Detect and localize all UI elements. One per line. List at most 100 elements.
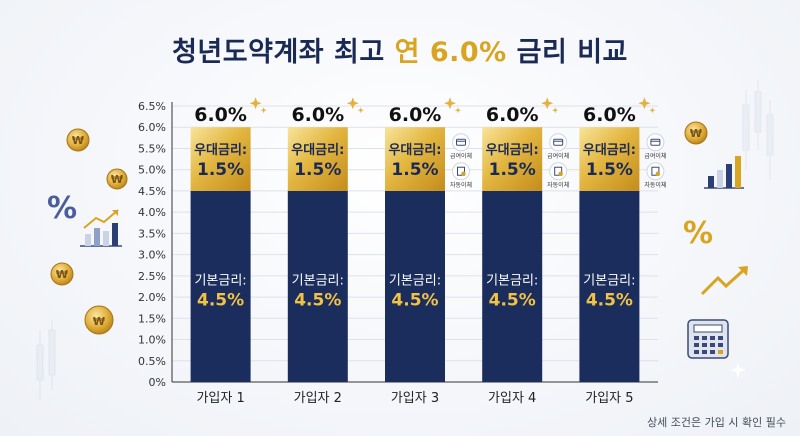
total-rate-label: 6.0% [486, 104, 539, 126]
sparkle-icon [730, 362, 746, 378]
bonus-rate-label: 우대금리: [388, 142, 441, 158]
calculator-icon [687, 319, 729, 359]
y-tick-label: 4.5% [138, 185, 166, 198]
badge-circle [646, 133, 665, 152]
base-rate-label: 기본금리: [583, 273, 635, 288]
bonus-rate-bar [579, 127, 640, 191]
base-rate-value: 4.5% [294, 290, 341, 310]
bonus-rate-label: 우대금리: [583, 142, 636, 158]
y-tick-label: 3.0% [138, 249, 166, 262]
y-tick-label: 5.5% [138, 142, 166, 155]
sparkle-icon [444, 97, 456, 110]
x-category-label: 가입자 2 [294, 391, 342, 406]
bonus-rate-bar [482, 127, 543, 191]
svg-text:₩: ₩ [111, 173, 123, 186]
bonus-rate-label: 우대금리: [194, 142, 247, 158]
base-rate-bar [482, 190, 543, 382]
badge-label: 자동이체 [644, 181, 666, 189]
bar-group: 우대금리: 1.5% 기본금리: 4.5% 6.0% 가입자 1 [190, 97, 267, 406]
salary-transfer-badge: 급여이체 [547, 133, 569, 160]
y-tick-label: 0% [149, 376, 166, 389]
y-tick-label: 5.0% [138, 164, 166, 177]
x-category-label: 가입자 3 [391, 391, 439, 406]
card-icon [456, 138, 466, 146]
badge-label: 자동이체 [547, 181, 569, 189]
background-candles-decoration [36, 80, 774, 400]
sparkle-icon [249, 97, 262, 110]
title-suffix: 금리 비교 [516, 37, 628, 68]
bonus-rate-bar [385, 127, 445, 191]
bonus-rate-value: 1.5% [197, 160, 244, 180]
badge-label: 급여이체 [450, 152, 472, 160]
page-title: 청년도약계좌 최고 연 6.0% 금리 비교 [0, 30, 800, 69]
base-rate-value: 4.5% [586, 290, 633, 310]
base-rate-bar [190, 190, 251, 382]
x-category-label: 가입자 4 [488, 391, 536, 406]
document-icon [457, 166, 465, 176]
percent-icon: % [683, 216, 713, 251]
base-rate-bar [385, 190, 445, 382]
svg-text:₩: ₩ [690, 127, 702, 140]
document-icon [651, 166, 660, 176]
sparkle-icon [455, 107, 461, 114]
bonus-rate-label: 우대금리: [291, 142, 344, 158]
sparkle-icon [649, 107, 656, 114]
title-prefix: 청년도약계좌 최고 [172, 37, 385, 68]
base-rate-value: 4.5% [489, 290, 536, 310]
y-tick-label: 1.5% [138, 312, 166, 325]
badge-label: 급여이체 [547, 152, 569, 160]
bars: 우대금리: 1.5% 기본금리: 4.5% 6.0% 가입자 1 우대금리: 1.5% 기본금리… [190, 97, 666, 406]
svg-text:₩: ₩ [72, 134, 84, 147]
base-rate-bar [287, 190, 348, 382]
clock-icon [558, 171, 563, 176]
svg-text:%: % [683, 216, 713, 251]
growth-chart-icon [80, 209, 122, 247]
y-tick-label: 6.0% [138, 121, 166, 134]
coin-icon: ₩ [66, 128, 90, 152]
base-rate-value: 4.5% [197, 290, 244, 310]
badge-label: 자동이체 [450, 181, 472, 189]
bonus-rate-value: 1.5% [294, 160, 341, 180]
y-tick-label: 2.5% [138, 270, 166, 283]
salary-transfer-badge: 급여이체 [450, 133, 472, 160]
sparkle-icon [541, 97, 554, 110]
base-rate-bar [579, 190, 640, 382]
y-tick-label: 4.0% [138, 206, 166, 219]
total-rate-label: 6.0% [194, 104, 247, 126]
base-rate-value: 4.5% [391, 290, 438, 310]
badge-circle [549, 162, 568, 181]
footnote: 상세 조건은 가입 시 확인 필수 [647, 416, 786, 429]
svg-text:₩: ₩ [93, 315, 105, 328]
bar-group: 우대금리: 1.5% 기본금리: 4.5% 6.0% 가입자 2 [287, 97, 364, 406]
sparkle-icon [346, 97, 359, 110]
sparkle-icon [260, 107, 267, 114]
coin-icon: ₩ [84, 305, 114, 335]
badge-circle [452, 133, 470, 152]
card-icon [650, 138, 661, 146]
total-rate-label: 6.0% [389, 104, 442, 126]
base-rate-label: 기본금리: [486, 273, 538, 288]
badge-circle [646, 162, 665, 181]
card-icon [553, 138, 564, 146]
coin-icon: ₩ [106, 168, 128, 190]
badge-circle [549, 133, 568, 152]
salary-transfer-badge: 급여이체 [644, 133, 666, 160]
document-icon [554, 166, 563, 176]
x-category-label: 가입자 5 [585, 391, 633, 406]
clock-icon [655, 171, 661, 176]
base-rate-label: 기본금리: [194, 273, 246, 288]
base-rate-label: 기본금리: [389, 273, 441, 288]
clock-icon [461, 171, 466, 176]
bonus-rate-bar [190, 127, 251, 191]
y-tick-label: 6.5% [138, 100, 166, 113]
bar-chart-icon [704, 156, 744, 189]
coin-icon: ₩ [50, 262, 74, 286]
auto-transfer-badge: 자동이체 [644, 162, 666, 189]
title-highlight: 연 6.0% [394, 37, 507, 68]
bonus-rate-label: 우대금리: [486, 142, 539, 158]
bonus-rate-bar [287, 127, 348, 191]
